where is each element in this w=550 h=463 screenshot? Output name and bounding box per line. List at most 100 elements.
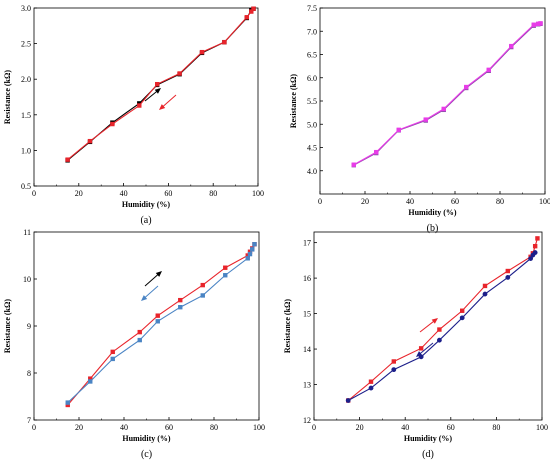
trend-arrow-1 [143, 285, 159, 299]
y-tick-label: 2.5 [21, 40, 31, 49]
y-tick-label: 8 [27, 369, 31, 378]
data-point [88, 379, 93, 384]
data-point [110, 356, 115, 362]
x-tick-label: 80 [209, 189, 217, 198]
y-tick-label: 10 [23, 275, 31, 284]
data-point [482, 283, 488, 289]
series-line-1 [347, 252, 536, 401]
data-point [249, 9, 254, 14]
chart-panel-d: 0 20 40 60 80 100 12 13 14 15 16 17 Humidity (%) Resi… [283, 231, 548, 460]
data-point [532, 243, 538, 249]
panel-label: (d) [422, 449, 434, 460]
data-point [245, 256, 250, 261]
y-tick-label: 15 [303, 310, 311, 319]
y-tick-label: 1.0 [21, 146, 31, 155]
trend-arrow-1 [161, 94, 177, 108]
data-point [155, 81, 160, 87]
x-tick-label: 60 [165, 423, 173, 432]
y-tick-label: 7.5 [307, 4, 317, 13]
x-tick-label: 40 [120, 423, 128, 432]
data-point [178, 305, 183, 310]
y-tick-label: 17 [303, 239, 311, 248]
y-tick-label: 12 [303, 416, 311, 425]
data-point [464, 84, 469, 90]
data-point [535, 236, 540, 241]
trend-arrow-0 [419, 320, 436, 333]
panel-label: (a) [140, 215, 151, 226]
data-point [345, 398, 351, 403]
y-tick-label: 5.5 [307, 97, 317, 106]
trend-arrowhead-0 [154, 88, 161, 94]
data-point [368, 385, 374, 391]
data-point [65, 400, 70, 405]
data-point [532, 250, 538, 255]
y-tick-label: 9 [27, 322, 31, 331]
trend-arrowhead-1 [141, 295, 148, 301]
x-axis-label: Humidity (%) [122, 200, 171, 209]
y-axis-label: Resistance (kΩ) [3, 299, 12, 354]
data-point [244, 15, 249, 20]
data-point [423, 117, 428, 122]
x-tick-label: 100 [539, 197, 550, 206]
chart-panel-b: 0 20 40 60 80 100 4.0 4.5 5.0 5.5 6.0 6.5 7.0 7.5 Humi… [289, 4, 550, 234]
data-point [137, 337, 142, 343]
trend-arrowhead-0 [155, 271, 162, 277]
x-tick-label: 60 [164, 189, 172, 198]
x-tick-label: 20 [361, 197, 369, 206]
data-point [368, 379, 374, 384]
y-tick-label: 11 [23, 228, 31, 237]
data-point [509, 43, 514, 49]
x-tick-label: 20 [356, 423, 364, 432]
x-tick-label: 100 [536, 423, 548, 432]
data-point [247, 249, 253, 254]
y-tick-label: 2.0 [21, 75, 31, 84]
data-point [252, 242, 257, 247]
x-tick-label: 80 [496, 197, 504, 206]
x-tick-label: 40 [120, 189, 128, 198]
trend-arrow-1 [418, 342, 434, 355]
y-tick-label: 13 [303, 381, 311, 390]
y-tick-label: 5.0 [307, 120, 317, 129]
y-tick-label: 6.5 [307, 51, 317, 60]
chart-panel-a: 0 20 40 60 80 100 0.5 1.0 1.5 2.0 2.5 3.0 Humidity (… [3, 4, 264, 226]
panel-label: (c) [141, 449, 152, 460]
data-point [200, 293, 205, 298]
x-tick-label: 20 [75, 423, 83, 432]
data-point [247, 251, 253, 257]
x-tick-label: 40 [401, 423, 409, 432]
y-axis-label: Resistance (kΩ) [3, 70, 12, 125]
data-point [223, 273, 228, 278]
data-point [528, 256, 533, 262]
data-point [437, 337, 442, 343]
data-point [178, 297, 183, 303]
x-tick-label: 0 [312, 423, 316, 432]
x-axis-label: Humidity (%) [404, 434, 453, 443]
x-tick-label: 60 [447, 423, 455, 432]
x-tick-label: 80 [210, 423, 218, 432]
data-point [245, 253, 250, 258]
data-point [374, 149, 379, 155]
trend-arrowhead-0 [431, 318, 438, 324]
series-line-0 [347, 238, 538, 401]
data-point [441, 106, 446, 112]
x-tick-label: 0 [318, 197, 322, 206]
x-axis-label: Humidity (%) [122, 434, 171, 443]
data-point [505, 268, 510, 274]
data-point [459, 315, 465, 321]
data-point [110, 121, 115, 127]
data-point [486, 67, 491, 73]
data-point [87, 138, 93, 144]
y-tick-label: 0.5 [21, 182, 31, 191]
data-point [137, 103, 142, 108]
trend-arrow-0 [144, 273, 160, 287]
y-axis-label: Resistance (kΩ) [289, 74, 298, 129]
y-tick-label: 7 [27, 416, 31, 425]
y-axis-label: Resistance (kΩ) [283, 299, 292, 354]
x-tick-label: 0 [32, 423, 36, 432]
data-point [391, 367, 397, 373]
data-point [351, 162, 356, 167]
x-tick-label: 40 [406, 197, 414, 206]
series-line-1 [67, 8, 254, 161]
data-point [200, 282, 205, 288]
